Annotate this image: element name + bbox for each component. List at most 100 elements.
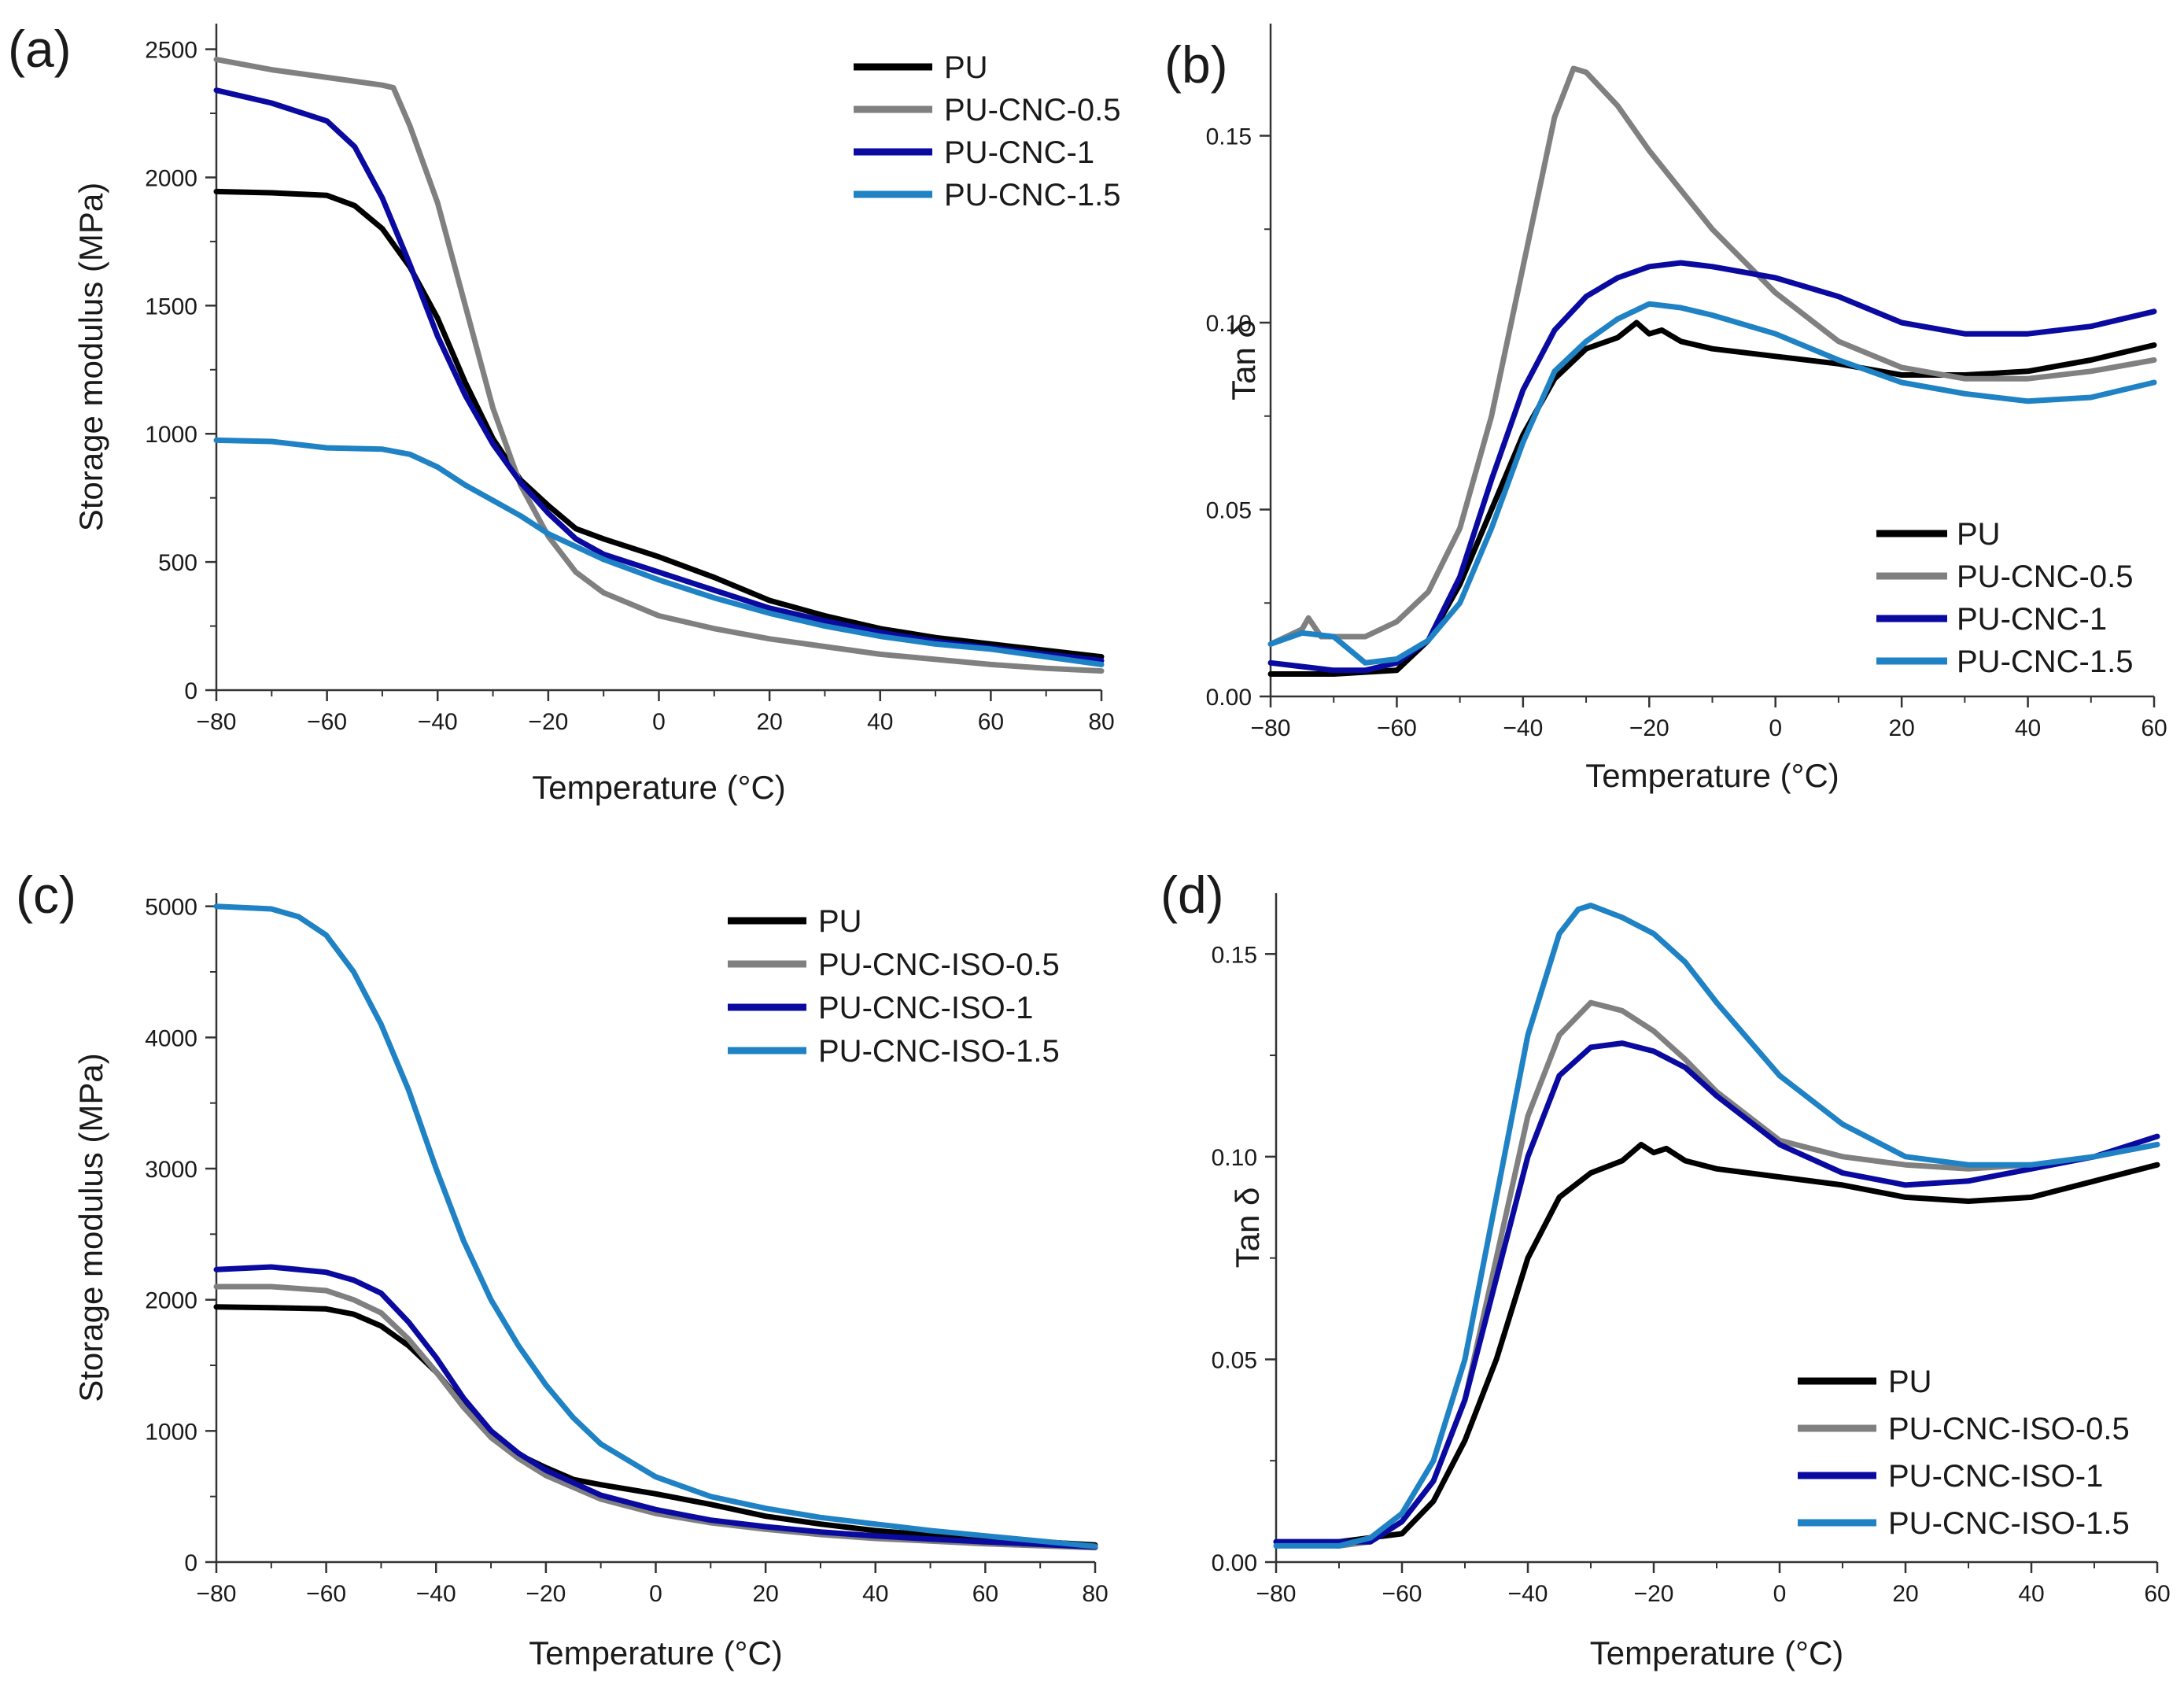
- y-axis-title: Storage modulus (MPa): [72, 183, 109, 532]
- y-axis-title: Storage modulus (MPa): [72, 1053, 109, 1402]
- y-tick-label: 1500: [145, 294, 197, 319]
- x-tick-label: 20: [1888, 715, 1914, 741]
- x-tick-label: 0: [1773, 1581, 1787, 1607]
- x-tick-label: −40: [1503, 715, 1543, 741]
- x-tick-label: 80: [1088, 709, 1114, 735]
- y-tick-label: 0.10: [1212, 1145, 1257, 1171]
- y-tick-label: 0.10: [1206, 311, 1252, 337]
- chart-panel-d: (d) −80 −60 −40 −20 0 20 40 60 0.00 0.05 0.10 0.15 Te…: [1160, 866, 2171, 1671]
- series-line-pu-cnc-iso-1: [213, 1264, 1098, 1550]
- legend-label: PU: [818, 904, 862, 939]
- series-line-pu-cnc-1-5: [213, 437, 1105, 667]
- series-line-pu-cnc-iso-1-5: [213, 903, 1098, 1549]
- legend-label: PU-CNC-0.5: [944, 93, 1120, 127]
- chart-panel-a: (a) −80 −60 −40 −20 0 20 40 60 80 0 500 1000 1500 2000…: [8, 20, 1120, 806]
- x-tick-label: 60: [2144, 1581, 2170, 1607]
- x-tick-label: −80: [1256, 1581, 1297, 1607]
- panel-label: (a): [8, 20, 72, 78]
- y-tick-label: 0.05: [1206, 498, 1252, 524]
- x-tick-label: −80: [1251, 715, 1291, 741]
- x-tick-label: 40: [2015, 715, 2041, 741]
- panel-label: (c): [16, 866, 76, 924]
- y-tick-label: 0.00: [1212, 1550, 1257, 1576]
- x-tick-label: −20: [1634, 1581, 1674, 1607]
- legend-label: PU: [944, 50, 988, 85]
- x-tick-label: 60: [972, 1581, 998, 1607]
- y-axis-title: Tan δ: [1229, 1187, 1266, 1269]
- legend-label: PU-CNC-ISO-0.5: [1888, 1412, 2130, 1446]
- x-tick-label: 0: [649, 1581, 662, 1607]
- series-line-pu-cnc-iso-1-5: [1273, 903, 2160, 1549]
- y-tick-label: 3000: [145, 1157, 197, 1183]
- y-tick-label: 5000: [145, 895, 197, 921]
- x-tick-label: 40: [2018, 1581, 2044, 1607]
- series-line-pu: [213, 188, 1105, 660]
- x-tick-label: 80: [1082, 1581, 1108, 1607]
- legend-label: PU-CNC-1.5: [1957, 645, 2133, 679]
- legend-label: PU-CNC-ISO-1.5: [818, 1034, 1060, 1069]
- y-tick-label: 1000: [145, 422, 197, 448]
- y-tick-label: 4000: [145, 1025, 197, 1051]
- x-tick-label: 0: [652, 709, 666, 735]
- legend-label: PU-CNC-ISO-1.5: [1888, 1506, 2130, 1541]
- y-tick-label: 0.15: [1206, 124, 1252, 150]
- chart-panel-b: (b) −80 −60 −40 −20 0 20 40 60 0.00 0.05 0.10 0.15 Te…: [1164, 24, 2167, 794]
- x-tick-label: −20: [526, 1581, 566, 1607]
- x-tick-label: 0: [1769, 715, 1782, 741]
- x-tick-label: −20: [1629, 715, 1669, 741]
- x-tick-label: 60: [978, 709, 1004, 735]
- y-tick-label: 0.15: [1212, 942, 1257, 968]
- legend-label: PU-CNC-ISO-1: [1888, 1459, 2103, 1494]
- legend-label: PU-CNC-1.5: [944, 178, 1120, 212]
- y-tick-label: 2000: [145, 165, 197, 191]
- y-tick-label: 0: [184, 1550, 197, 1576]
- y-tick-label: 500: [158, 550, 197, 576]
- x-axis-title: Temperature (°C): [532, 769, 786, 806]
- legend: PU PU-CNC-0.5 PU-CNC-1 PU-CNC-1.5: [854, 50, 1120, 212]
- series-line-pu-cnc-1-5: [1267, 301, 2157, 666]
- chart-panel-c: (c) −80 −60 −40 −20 0 20 40 60 80 0 1000 2000 3000 400…: [16, 866, 1109, 1671]
- legend-label: PU: [1888, 1365, 1932, 1399]
- legend-label: PU-CNC-ISO-1: [818, 991, 1033, 1025]
- legend-label: PU-CNC-1: [1957, 602, 2107, 637]
- x-axis-title: Temperature (°C): [529, 1634, 783, 1671]
- x-tick-label: −60: [306, 1581, 346, 1607]
- legend: PU PU-CNC-ISO-0.5 PU-CNC-ISO-1 PU-CNC-ISO-1…: [1798, 1365, 2130, 1541]
- x-tick-label: 60: [2141, 715, 2167, 741]
- x-tick-label: −60: [1377, 715, 1417, 741]
- x-tick-label: 20: [752, 1581, 778, 1607]
- x-tick-label: −80: [197, 709, 237, 735]
- x-tick-label: 40: [862, 1581, 888, 1607]
- panel-label: (b): [1164, 35, 1228, 94]
- legend-label: PU: [1957, 517, 2001, 552]
- x-tick-label: −60: [307, 709, 347, 735]
- panel-label: (d): [1160, 866, 1224, 924]
- series-line-pu: [1273, 1141, 2160, 1545]
- legend-label: PU-CNC-1: [944, 135, 1094, 170]
- y-tick-label: 0: [184, 678, 197, 704]
- x-tick-label: 40: [867, 709, 893, 735]
- y-tick-label: 2000: [145, 1288, 197, 1314]
- x-tick-label: −20: [528, 709, 568, 735]
- series-line-pu-cnc-0-5: [213, 57, 1105, 674]
- x-tick-label: 20: [756, 709, 782, 735]
- x-tick-label: −80: [197, 1581, 237, 1607]
- series-line-pu-cnc-0-5: [1267, 65, 2157, 647]
- y-tick-label: 2500: [145, 38, 197, 64]
- series-line-pu-cnc-iso-1: [1273, 1040, 2160, 1545]
- y-tick-label: 0.05: [1212, 1347, 1257, 1373]
- legend: PU PU-CNC-ISO-0.5 PU-CNC-ISO-1 PU-CNC-ISO-1…: [728, 904, 1060, 1069]
- y-axis-title: Tan δ: [1225, 319, 1262, 401]
- y-tick-label: 1000: [145, 1419, 197, 1445]
- legend-label: PU-CNC-ISO-0.5: [818, 947, 1060, 982]
- legend-label: PU-CNC-0.5: [1957, 560, 2133, 594]
- x-tick-label: 20: [1892, 1581, 1918, 1607]
- x-tick-label: −40: [1508, 1581, 1548, 1607]
- x-tick-label: −40: [418, 709, 458, 735]
- y-tick-label: 0.00: [1206, 685, 1252, 711]
- x-tick-label: −60: [1382, 1581, 1422, 1607]
- x-tick-label: −40: [416, 1581, 456, 1607]
- series-line-pu-cnc-1: [213, 87, 1105, 663]
- x-axis-title: Temperature (°C): [1590, 1634, 1844, 1671]
